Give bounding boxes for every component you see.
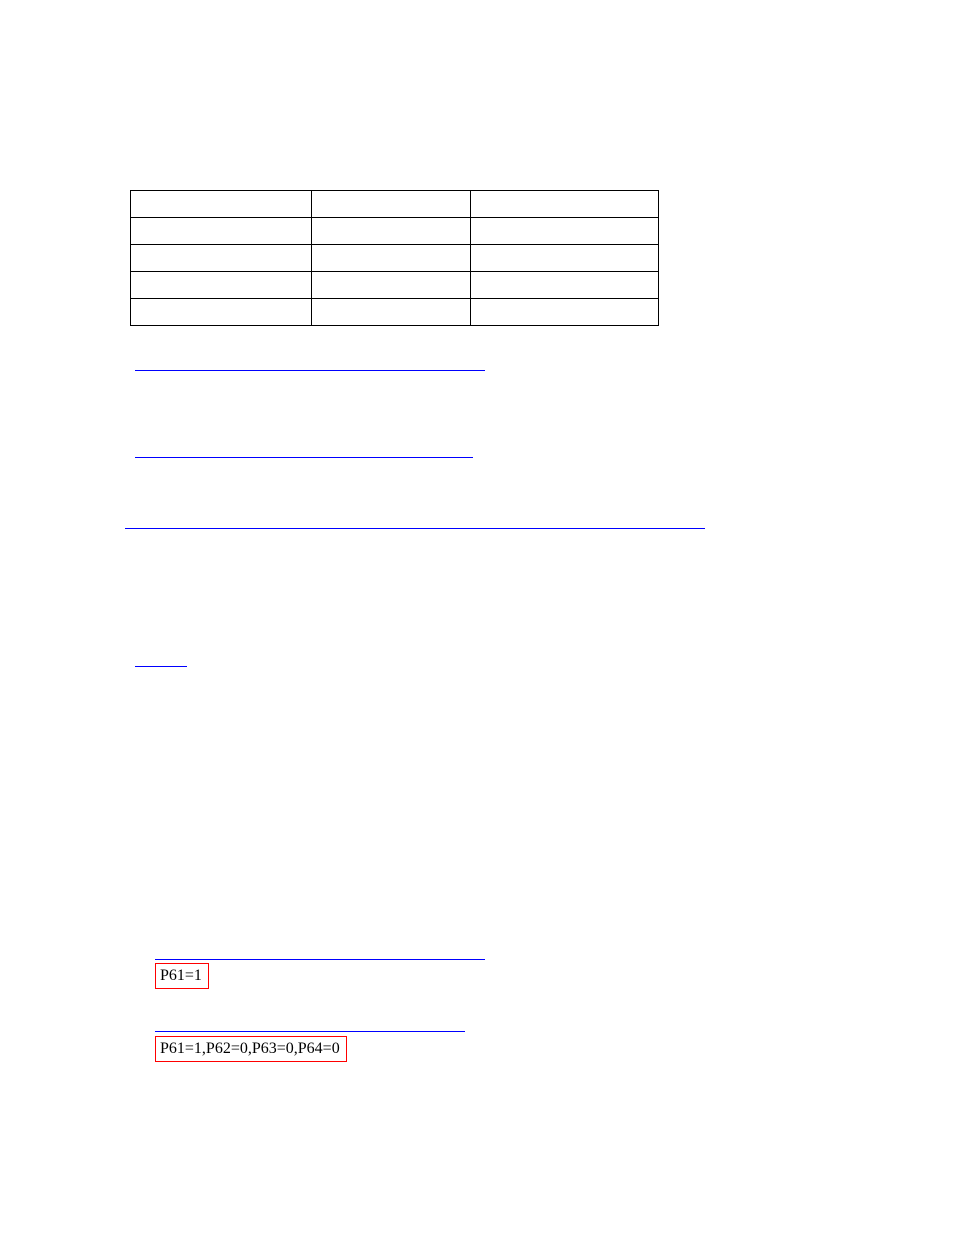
- code-text-2: P61=1,P62=0,P63=0,P64=0: [160, 1040, 340, 1057]
- cell: [312, 245, 471, 272]
- code-box-2: P61=1,P62=0,P63=0,P64=0: [155, 1036, 347, 1062]
- cell: [471, 272, 659, 299]
- hyperlink-4[interactable]: [135, 650, 187, 667]
- cell: [131, 299, 312, 326]
- hyperlink-6[interactable]: [155, 1015, 465, 1032]
- hyperlink-5[interactable]: [155, 943, 485, 960]
- table-row: [131, 299, 659, 326]
- cell: [131, 272, 312, 299]
- table-row: [131, 272, 659, 299]
- table-row: [131, 191, 659, 218]
- cell: [131, 191, 312, 218]
- cell: [312, 218, 471, 245]
- code-box-1: P61=1: [155, 963, 209, 989]
- cell: [131, 245, 312, 272]
- cell: [312, 191, 471, 218]
- cell: [471, 218, 659, 245]
- table-row: [131, 218, 659, 245]
- hyperlink-3[interactable]: [125, 512, 705, 529]
- cell: [471, 299, 659, 326]
- cell: [131, 218, 312, 245]
- cell: [312, 272, 471, 299]
- cell: [471, 191, 659, 218]
- table-row: [131, 245, 659, 272]
- cell: [312, 299, 471, 326]
- page-root: P61=1 P61=1,P62=0,P63=0,P64=0: [0, 0, 954, 1235]
- code-text-1: P61=1: [160, 967, 202, 984]
- hyperlink-1[interactable]: [135, 354, 485, 371]
- hyperlink-2[interactable]: [135, 441, 473, 458]
- cell: [471, 245, 659, 272]
- data-table: [130, 190, 659, 326]
